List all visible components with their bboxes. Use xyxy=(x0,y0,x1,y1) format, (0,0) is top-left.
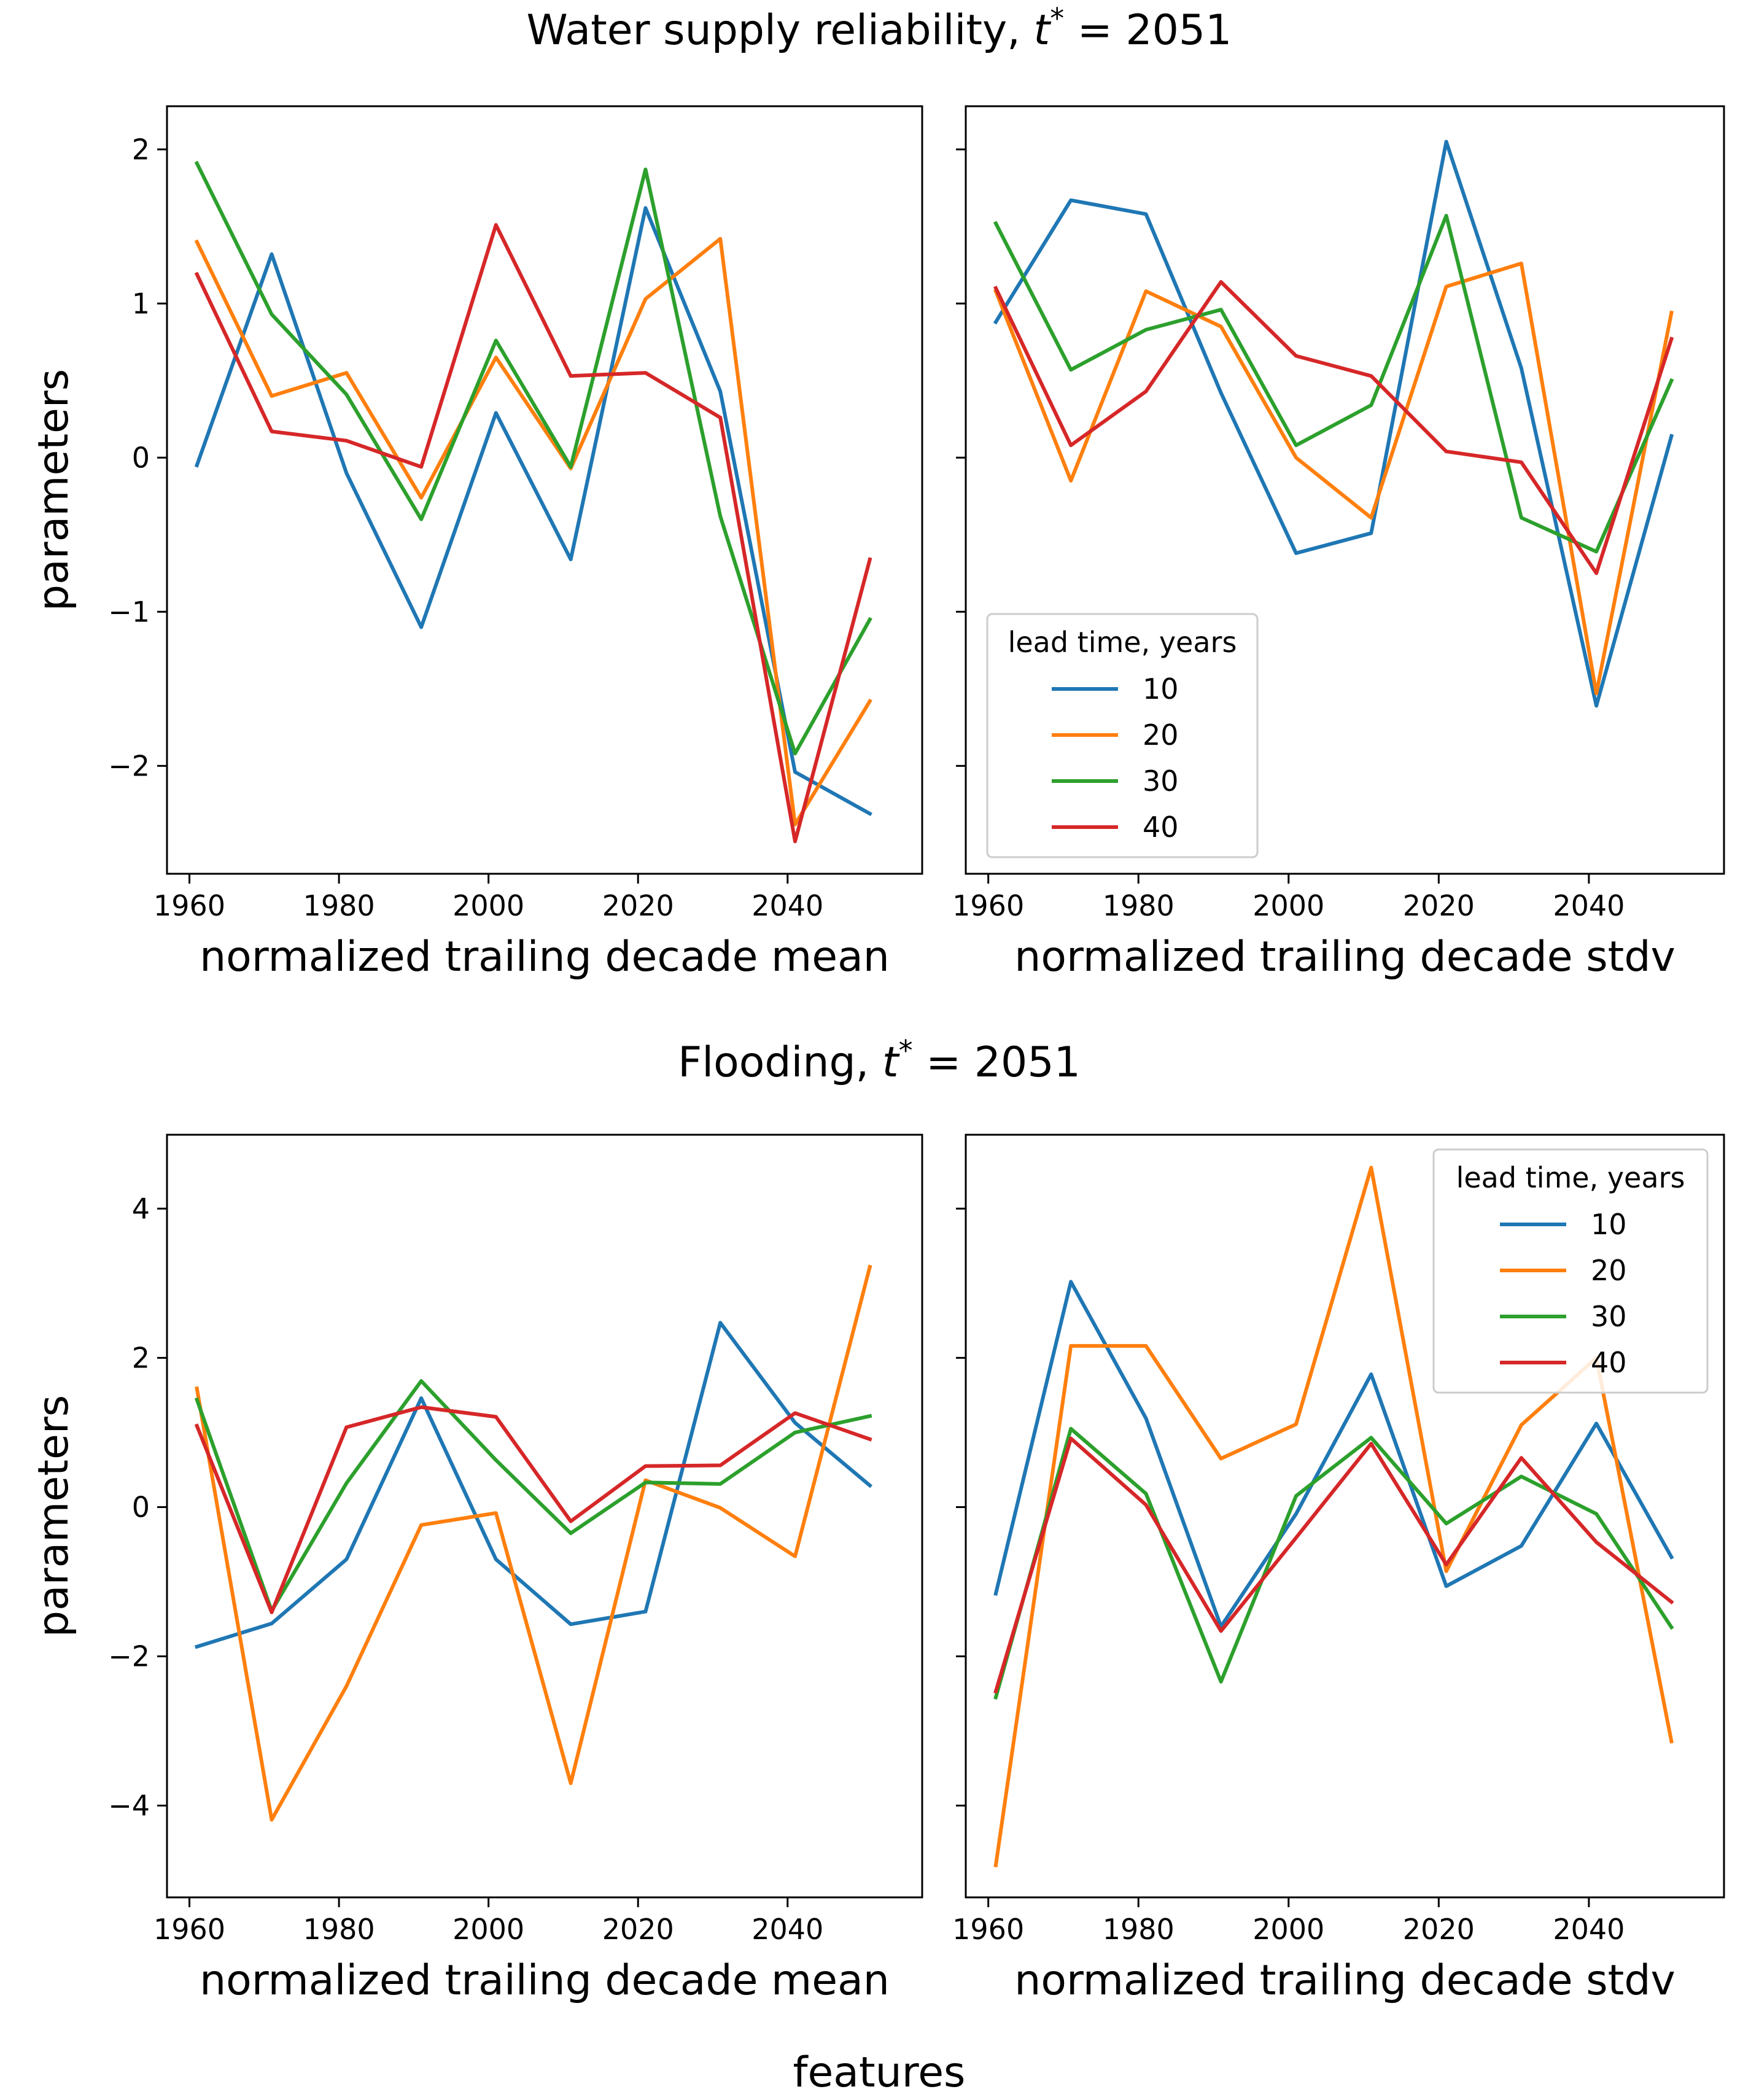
legend-box xyxy=(1432,1148,1709,1394)
x-tick-label: 2020 xyxy=(602,1913,674,1946)
y-tick-label: 1 xyxy=(132,287,150,320)
x-axis-label: normalized trailing decade mean xyxy=(200,933,890,981)
x-tick-label: 2040 xyxy=(1553,889,1625,922)
legend-label-10: 10 xyxy=(1591,1208,1627,1241)
y-tick-label: 2 xyxy=(132,133,150,166)
y-tick-label: 2 xyxy=(132,1341,150,1374)
series-line-40 xyxy=(194,223,872,844)
series-line-40 xyxy=(993,280,1674,575)
series-line-30 xyxy=(194,1379,872,1613)
water-mean-panel: 1960 1980 2000 2020 2040 −2 −1 0 1 2 normalized tr… xyxy=(29,105,923,981)
y-tick-label: 4 xyxy=(132,1192,150,1225)
legend-label-40: 40 xyxy=(1591,1346,1627,1379)
series-line-10 xyxy=(993,1280,1674,1628)
series-line-20 xyxy=(195,1264,872,1822)
axes-frame xyxy=(965,105,1725,875)
series-line-30 xyxy=(194,160,872,756)
x-tick-label: 2000 xyxy=(452,889,524,922)
series-line-10 xyxy=(194,206,872,817)
legend: lead time, years 10 20 30 40 xyxy=(1432,1148,1709,1394)
x-tick-label: 2040 xyxy=(751,889,823,922)
legend-title: lead time, years xyxy=(1008,626,1237,659)
water-supply-title: Water supply reliability, t* = 2051 xyxy=(527,2,1232,55)
x-tick-label: 1960 xyxy=(153,1913,225,1946)
x-tick-label: 2020 xyxy=(602,889,674,922)
x-axis-label: normalized trailing decade mean xyxy=(200,1956,890,2005)
x-tick-label: 2040 xyxy=(1553,1913,1625,1946)
x-tick-label: 1980 xyxy=(1103,889,1175,922)
y-tick-label: −1 xyxy=(108,595,150,628)
x-axis-label: normalized trailing decade stdv xyxy=(1014,933,1675,981)
legend-title: lead time, years xyxy=(1456,1161,1685,1194)
x-tick-label: 2020 xyxy=(1403,889,1475,922)
series-line-10 xyxy=(993,139,1674,708)
axes-frame xyxy=(965,1134,1725,1899)
legend-label-30: 30 xyxy=(1591,1300,1627,1333)
y-tick-label: −2 xyxy=(108,749,150,782)
axes-frame xyxy=(166,105,923,875)
y-tick-label: 0 xyxy=(132,441,150,474)
x-tick-label: 2000 xyxy=(1252,889,1324,922)
x-tick-label: 2000 xyxy=(452,1913,524,1946)
axes-frame xyxy=(166,1134,923,1899)
legend-label-40: 40 xyxy=(1143,811,1179,844)
y-tick-label: 0 xyxy=(132,1490,150,1523)
x-tick-label: 2000 xyxy=(1252,1913,1324,1946)
y-axis-label: parameters xyxy=(29,1395,78,1637)
legend-label-20: 20 xyxy=(1591,1254,1627,1287)
series-line-30 xyxy=(993,1426,1674,1700)
series-line-10 xyxy=(194,1321,873,1649)
x-tick-label: 1960 xyxy=(952,1913,1024,1946)
x-tick-label: 1960 xyxy=(153,889,225,922)
flood-mean-panel: 1960 1980 2000 2020 2040 −4 −2 0 2 4 normalized tr… xyxy=(29,1134,923,2005)
series-line-20 xyxy=(194,236,872,826)
series-line-40 xyxy=(194,1405,872,1614)
flooding-title: Flooding, t* = 2051 xyxy=(678,1034,1081,1087)
series-line-20 xyxy=(993,262,1674,696)
y-axis-label: parameters xyxy=(29,369,78,611)
legend-label-10: 10 xyxy=(1143,672,1179,706)
legend: lead time, years 10 20 30 40 xyxy=(986,613,1259,858)
y-tick-label: −4 xyxy=(108,1789,150,1822)
x-tick-label: 1960 xyxy=(952,889,1024,922)
x-tick-label: 1980 xyxy=(303,1913,375,1946)
x-axis-label: normalized trailing decade stdv xyxy=(1014,1956,1675,2005)
x-tick-label: 2040 xyxy=(751,1913,823,1946)
legend-box xyxy=(986,613,1259,858)
features-label: features xyxy=(793,2048,966,2097)
legend-label-20: 20 xyxy=(1143,718,1179,752)
y-tick-label: −2 xyxy=(108,1639,150,1673)
series-line-40 xyxy=(993,1436,1674,1694)
x-tick-label: 1980 xyxy=(1103,1913,1175,1946)
series-line-30 xyxy=(993,214,1674,554)
x-tick-label: 1980 xyxy=(303,889,375,922)
x-tick-label: 2020 xyxy=(1403,1913,1475,1946)
legend-label-30: 30 xyxy=(1143,764,1179,798)
